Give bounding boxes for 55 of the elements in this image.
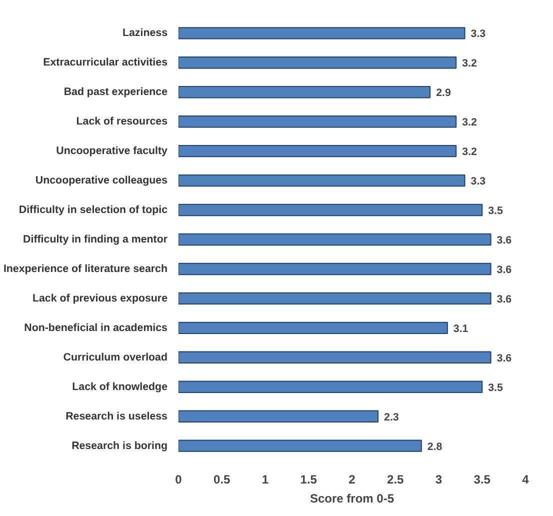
x-tick-label: 1.5 <box>300 472 318 486</box>
x-tick-label: 4 <box>522 472 530 486</box>
x-axis-title: Score from 0-5 <box>310 492 394 506</box>
bar <box>178 351 492 364</box>
y-tick-label: Uncooperative colleagues <box>35 174 168 187</box>
data-label: 3.2 <box>462 116 477 129</box>
x-tick-label: 2.5 <box>387 472 404 486</box>
y-tick-label: Extracurricular activities <box>43 56 168 69</box>
data-label: 3.5 <box>488 205 504 218</box>
y-tick-label: Difficulty in selection of topic <box>18 204 168 216</box>
data-label: 3.5 <box>488 382 504 394</box>
bar <box>178 204 483 216</box>
y-tick-label: Difficulty in finding a mentor <box>23 234 168 246</box>
data-label: 2.8 <box>427 440 442 453</box>
y-tick-label: Lack of knowledge <box>72 380 168 393</box>
bar <box>178 86 431 98</box>
data-label: 3.3 <box>470 28 486 40</box>
data-label: 3.6 <box>496 293 512 306</box>
bar <box>178 233 492 246</box>
y-tick-label: Uncooperative faculty <box>56 145 168 158</box>
x-tick-label: 0.5 <box>214 472 231 486</box>
bar <box>178 410 379 422</box>
y-tick-label: Research is boring <box>72 440 168 452</box>
bar <box>178 27 466 40</box>
bar <box>178 56 457 69</box>
y-tick-label: Curriculum overload <box>63 351 168 364</box>
y-tick-label: Bad past experience <box>64 86 168 98</box>
x-tick-label: 1 <box>262 472 269 486</box>
x-tick-label: 0 <box>175 472 182 486</box>
data-label: 2.9 <box>436 87 451 100</box>
bar <box>178 440 422 452</box>
data-label: 3.6 <box>496 264 512 276</box>
y-tick-label: Laziness <box>122 27 168 40</box>
data-label: 3.6 <box>496 352 512 364</box>
y-tick-label: Research is useless <box>66 410 168 422</box>
y-tick-label: Lack of previous exposure <box>32 292 168 304</box>
data-label: 3.2 <box>462 146 477 158</box>
data-label: 3.1 <box>453 322 468 335</box>
bar <box>178 380 483 393</box>
x-tick-label: 3.5 <box>474 472 491 486</box>
data-label: 3.6 <box>496 234 512 246</box>
y-tick-label: Inexperience of literature search <box>3 262 168 275</box>
bar <box>178 262 492 276</box>
data-label: 3.2 <box>462 58 477 70</box>
bar <box>178 292 492 305</box>
bar <box>178 144 457 158</box>
x-tick-label: 2 <box>348 472 356 486</box>
data-label: 2.3 <box>384 411 399 424</box>
y-tick-label: Non-beneficial in academics <box>24 322 168 334</box>
data-label: 3.3 <box>470 176 486 188</box>
x-tick-label: 3 <box>435 472 442 486</box>
bar <box>178 174 466 187</box>
bar <box>178 322 448 334</box>
bar <box>178 116 457 128</box>
y-tick-label: Lack of resources <box>76 116 168 128</box>
